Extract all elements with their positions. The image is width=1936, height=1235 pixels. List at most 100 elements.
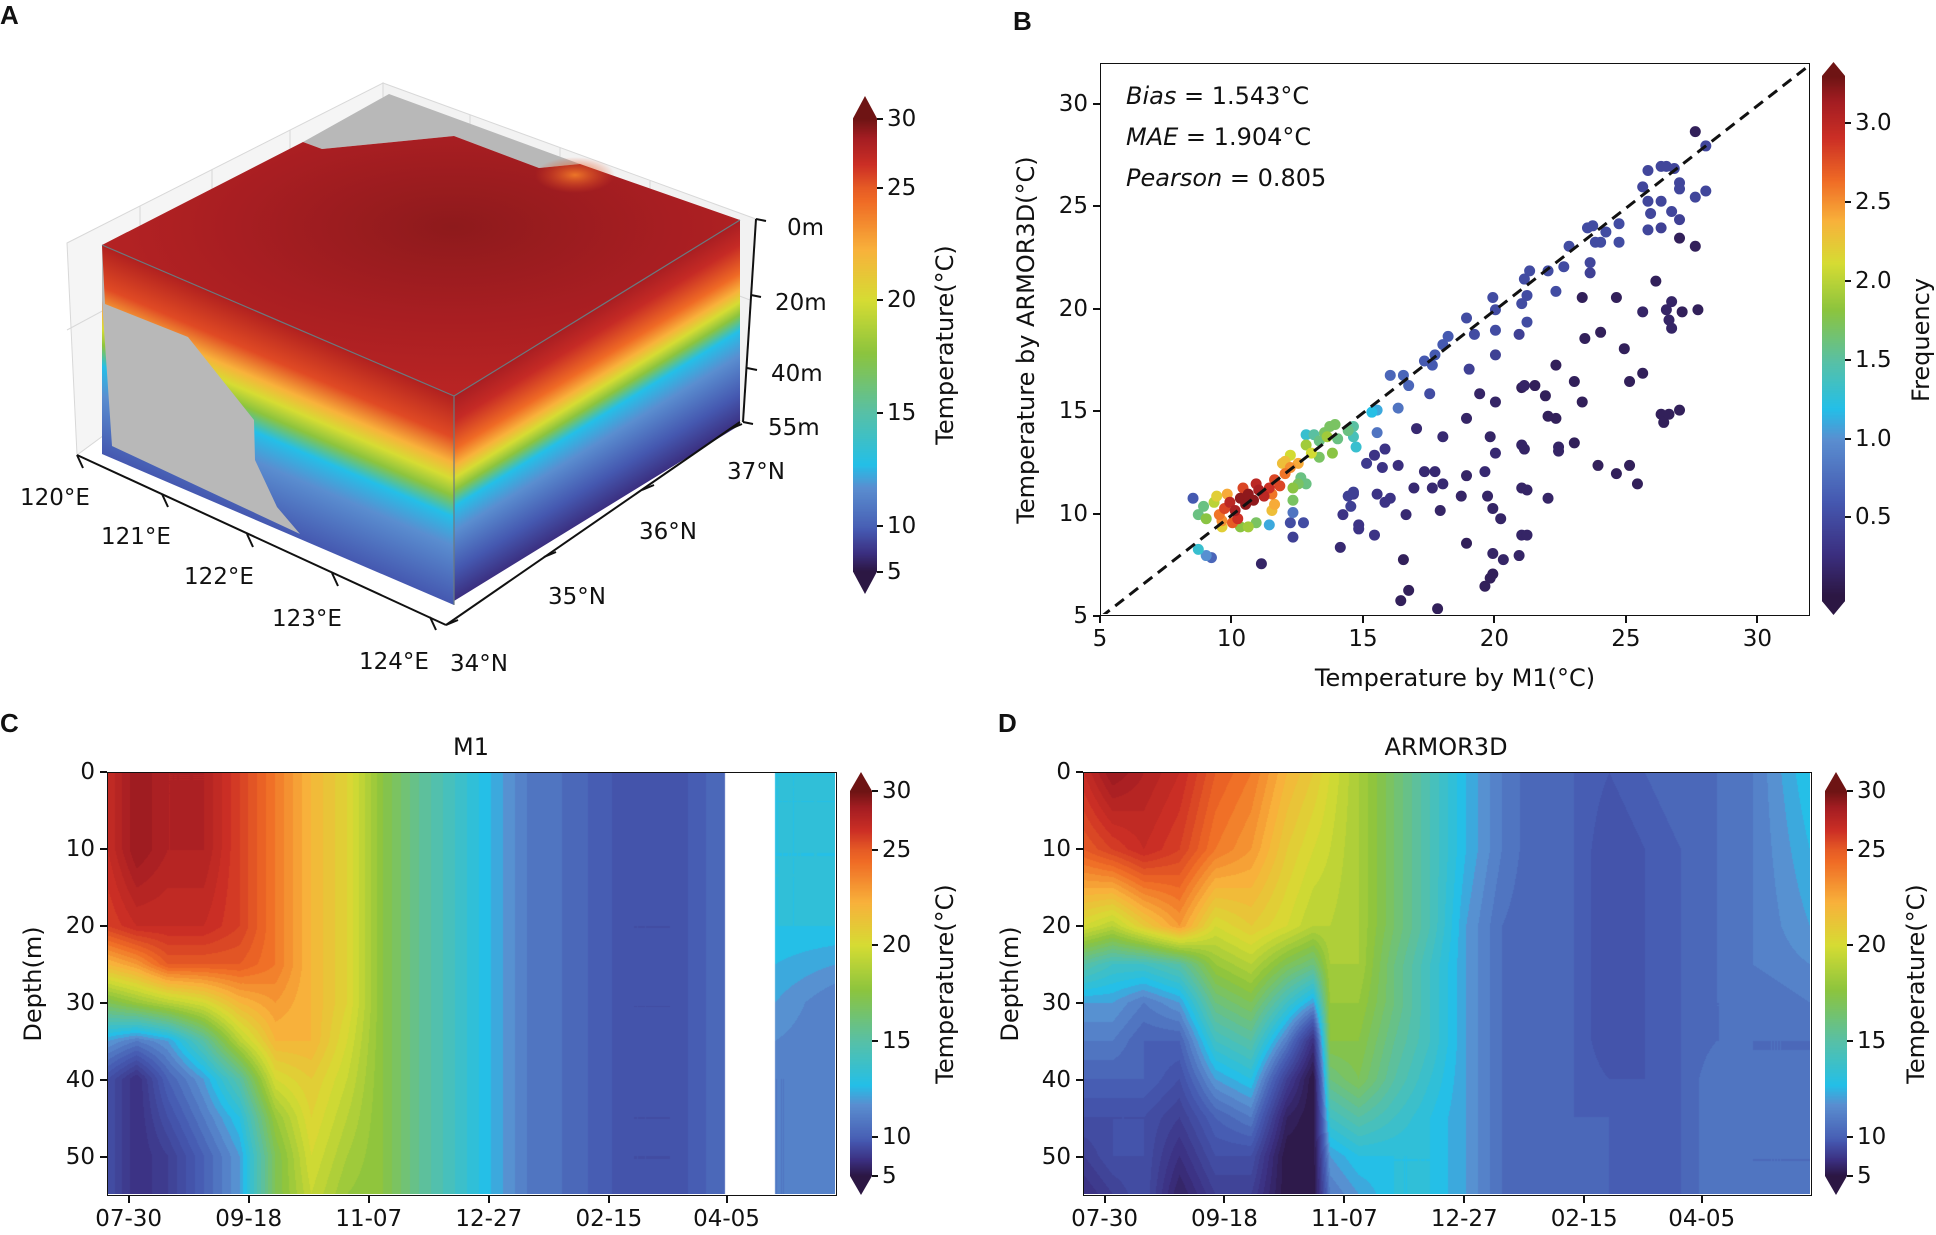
- scatter-point: [1479, 466, 1491, 478]
- colorbar-tick: [1847, 944, 1853, 947]
- x-tick-label: 5: [1092, 626, 1108, 652]
- scatter-point: [1455, 490, 1467, 502]
- scatter-point: [1658, 416, 1670, 428]
- y-tick: [1076, 848, 1083, 851]
- colorbar-tick-label: 25: [882, 837, 912, 864]
- x-tick: [1583, 1196, 1586, 1203]
- scatter-point: [1287, 494, 1299, 506]
- y-tick-label: 40: [65, 1067, 95, 1094]
- scatter-point: [1529, 380, 1541, 392]
- scatter-point: [1211, 490, 1223, 502]
- x-tick-label: 12-27: [455, 1206, 523, 1232]
- scatter-point: [1663, 408, 1675, 420]
- colorbar-tick-label: 25: [1857, 837, 1887, 864]
- x-tick: [367, 1196, 370, 1203]
- x-tick: [1463, 1196, 1466, 1203]
- scatter-point: [1613, 236, 1625, 248]
- y-tick: [1093, 615, 1100, 617]
- scatter-point: [1334, 541, 1346, 553]
- y-tick: [1076, 1156, 1083, 1159]
- scatter-point: [1361, 457, 1373, 469]
- colorbar-d-label: Temperature(°C): [1902, 884, 1930, 1084]
- scatter-point: [1200, 550, 1212, 562]
- colorbar-tick: [1845, 122, 1851, 125]
- colorbar-tick: [872, 790, 878, 793]
- colorbar-tick-label: 5: [1857, 1162, 1872, 1189]
- y-tick-label: 30: [65, 990, 95, 1017]
- scatter-point: [1482, 490, 1494, 502]
- colorbar-tick: [872, 849, 878, 852]
- scatter-point: [1403, 380, 1415, 392]
- scatter-point: [1689, 191, 1701, 203]
- colorbar-tick: [872, 1136, 878, 1139]
- panel-label-b: B: [1013, 6, 1032, 36]
- scatter-point: [1553, 445, 1565, 457]
- colorbar-tick-label: 3.0: [1855, 110, 1892, 137]
- z-tick-label: 0m: [787, 215, 825, 241]
- x-tick-label: 124°E: [359, 649, 429, 675]
- scatter-point: [1479, 580, 1491, 592]
- colorbar-tick: [1847, 849, 1853, 852]
- scatter-point: [1463, 363, 1475, 375]
- scatter-point: [1618, 343, 1630, 355]
- panel-label-a: A: [0, 0, 19, 30]
- y-tick-label: 20: [1041, 913, 1071, 940]
- scatter-point: [1642, 224, 1654, 236]
- scatter-point: [1263, 482, 1275, 494]
- y-tick: [1093, 410, 1100, 413]
- scatter-point: [1516, 298, 1528, 310]
- scatter-point: [1392, 459, 1404, 471]
- scatter-point: [1568, 437, 1580, 449]
- scatter-point: [1371, 488, 1383, 500]
- x-tick-label: 09-18: [1191, 1206, 1258, 1232]
- colorbar-tick: [1845, 437, 1851, 440]
- panel-label-d: D: [998, 708, 1017, 738]
- x-tick: [247, 1196, 250, 1203]
- x-tick-label: 04-05: [1668, 1206, 1736, 1232]
- scatter-point: [1489, 447, 1501, 459]
- colorbar-tick: [1847, 1174, 1853, 1177]
- heatmap-armor3d-canvas: [1084, 773, 1810, 1194]
- scatter-point: [1539, 390, 1551, 402]
- scatter-point: [1642, 165, 1654, 177]
- colorbar-tick: [1845, 279, 1851, 282]
- scatter-point: [1434, 504, 1446, 516]
- scatter-point: [1637, 306, 1649, 318]
- scatter-point: [1674, 183, 1686, 195]
- colorbar-a: 30 25 20 15 10 5: [853, 96, 916, 594]
- panel-d-y-axis-label: Depth(m): [996, 926, 1024, 1042]
- scatter-point: [1442, 330, 1454, 342]
- scatter-point: [1521, 529, 1533, 541]
- scatter-point: [1345, 500, 1357, 512]
- x-tick: [1624, 616, 1627, 623]
- panel-a-3d-plot: [66, 82, 767, 631]
- y-tick-label: 10: [1058, 500, 1088, 527]
- block-top-face: [102, 136, 740, 396]
- scatter-point: [1576, 291, 1588, 303]
- scatter-point: [1650, 275, 1662, 287]
- scatter-point: [1521, 484, 1533, 496]
- x-tick: [1099, 616, 1101, 623]
- scatter-point: [1347, 486, 1359, 498]
- scatter-point: [1660, 304, 1672, 316]
- colorbar-tick: [872, 1174, 878, 1177]
- scatter-point: [1484, 572, 1496, 584]
- scatter-point: [1392, 402, 1404, 414]
- scatter-point: [1637, 367, 1649, 379]
- annotation-value: 0.805: [1257, 164, 1327, 192]
- colorbar-tick-label: 5: [887, 558, 902, 585]
- scatter-point: [1411, 423, 1423, 435]
- x-tick-label: 30: [1742, 626, 1773, 652]
- x-tick: [1700, 1196, 1703, 1203]
- scatter-point: [1692, 304, 1704, 316]
- x-tick-label: 11-07: [335, 1206, 403, 1232]
- scatter-point: [1484, 431, 1496, 443]
- scatter-point: [1700, 185, 1712, 197]
- warm-spot: [535, 157, 615, 193]
- scatter-point: [1600, 226, 1612, 238]
- scatter-point: [1518, 273, 1530, 285]
- x-tick-label: 12-27: [1430, 1206, 1498, 1232]
- scatter-point: [1579, 332, 1591, 344]
- scatter-point: [1300, 478, 1312, 490]
